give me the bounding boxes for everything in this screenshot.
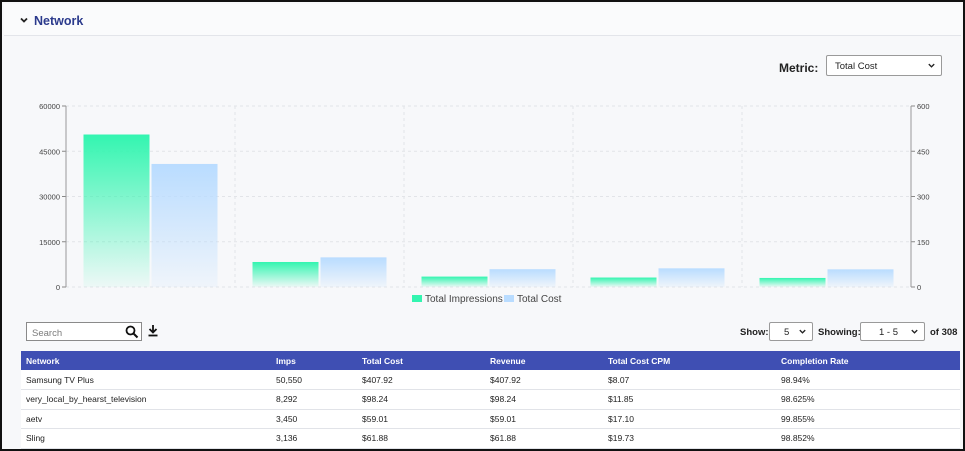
column-header-imps[interactable]: Imps xyxy=(276,355,296,366)
showing-label: Showing: xyxy=(818,327,861,338)
cell-total-cost: $61.88 xyxy=(357,428,485,449)
bar-total-impressions xyxy=(590,277,657,287)
page-size-value: 5 xyxy=(784,327,790,338)
cell-revenue: $59.01 xyxy=(485,409,603,429)
cell-network: very_local_by_hearst_television xyxy=(21,389,271,410)
column-header-total-cost[interactable]: Total Cost xyxy=(362,355,403,366)
cell-imps: 50,550 xyxy=(271,370,357,390)
metric-select[interactable]: Total Cost xyxy=(826,55,942,76)
column-header-total-cost-cpm[interactable]: Total Cost CPM xyxy=(608,355,671,366)
bar-total-cost xyxy=(658,268,725,287)
cell-total-cost-cpm: $19.73 xyxy=(603,428,776,449)
cell-completion-rate: 99.855% xyxy=(776,409,960,429)
section-header[interactable]: Network xyxy=(4,4,961,36)
chevron-down-icon xyxy=(799,329,806,334)
bar-total-impressions xyxy=(759,277,826,287)
column-header-revenue[interactable]: Revenue xyxy=(490,355,526,366)
table-header-row: Network Imps Total Cost Revenue Total Co… xyxy=(21,351,960,370)
cell-total-cost-cpm: $8.07 xyxy=(603,370,776,390)
bar-total-cost xyxy=(151,163,218,287)
bar-total-impressions xyxy=(421,276,488,287)
show-label: Show: xyxy=(740,327,769,338)
y-right-tick-label: 150 xyxy=(917,238,930,247)
column-header-network[interactable]: Network xyxy=(26,355,60,366)
cell-completion-rate: 98.625% xyxy=(776,389,960,410)
cell-revenue: $98.24 xyxy=(485,389,603,410)
legend-swatch-cost xyxy=(504,295,514,302)
y-right-tick-label: 450 xyxy=(917,147,930,156)
table-row[interactable]: aetv 3,450 $59.01 $59.01 $17.10 99.855% xyxy=(21,409,960,429)
cell-imps: 3,450 xyxy=(271,409,357,429)
table-row[interactable]: very_local_by_hearst_television 8,292 $9… xyxy=(21,389,960,410)
cell-imps: 8,292 xyxy=(271,389,357,410)
y-left-tick-label: 45000 xyxy=(39,147,60,156)
table-row[interactable]: Sling 3,136 $61.88 $61.88 $19.73 98.852% xyxy=(21,428,960,449)
network-table: Network Imps Total Cost Revenue Total Co… xyxy=(21,351,960,449)
cell-network: Samsung TV Plus xyxy=(21,370,271,390)
cell-total-cost-cpm: $17.10 xyxy=(603,409,776,429)
network-bar-chart: 0 0 15000 150 30000 300 45000 450 60000 600 Total … xyxy=(39,102,930,305)
cell-imps: 3,136 xyxy=(271,428,357,449)
cell-total-cost-cpm: $11.85 xyxy=(603,389,776,410)
total-count: of 308 xyxy=(930,327,958,338)
page-range-select[interactable]: 1 - 5 xyxy=(860,322,925,341)
page-size-select[interactable]: 5 xyxy=(769,322,813,341)
cell-total-cost: $407.92 xyxy=(357,370,485,390)
bar-total-impressions xyxy=(83,134,150,287)
y-left-tick-label: 60000 xyxy=(39,102,60,111)
chevron-down-icon xyxy=(928,63,935,68)
search-field[interactable] xyxy=(26,322,142,342)
cell-completion-rate: 98.852% xyxy=(776,428,960,449)
y-right-tick-label: 600 xyxy=(917,102,930,111)
bar-total-impressions xyxy=(252,261,319,287)
column-header-completion-rate[interactable]: Completion Rate xyxy=(781,355,849,366)
legend-label-cost: Total Cost xyxy=(517,294,562,305)
chevron-down-icon xyxy=(911,329,918,334)
legend-swatch-impressions xyxy=(412,295,422,302)
y-left-tick-label: 15000 xyxy=(39,238,60,247)
section-title: Network xyxy=(34,14,84,28)
bar-total-cost xyxy=(489,269,556,287)
cell-revenue: $407.92 xyxy=(485,370,603,390)
y-right-tick-label: 300 xyxy=(917,193,930,202)
metric-select-value: Total Cost xyxy=(835,61,878,72)
cell-total-cost: $59.01 xyxy=(357,409,485,429)
chevron-down-icon[interactable] xyxy=(18,14,30,26)
page-range-value: 1 - 5 xyxy=(879,327,899,338)
cell-completion-rate: 98.94% xyxy=(776,370,960,390)
search-icon[interactable] xyxy=(125,325,139,339)
y-left-tick-label: 0 xyxy=(56,283,60,292)
cell-network: aetv xyxy=(21,409,271,429)
table-row[interactable]: Samsung TV Plus 50,550 $407.92 $407.92 $… xyxy=(21,370,960,390)
y-right-tick-label: 0 xyxy=(917,283,921,292)
download-icon[interactable] xyxy=(147,324,159,337)
y-left-tick-label: 30000 xyxy=(39,193,60,202)
metric-label: Metric: xyxy=(779,61,819,75)
search-input[interactable] xyxy=(27,325,123,342)
cell-revenue: $61.88 xyxy=(485,428,603,449)
cell-network: Sling xyxy=(21,428,271,449)
cell-total-cost: $98.24 xyxy=(357,389,485,410)
bar-total-cost xyxy=(320,257,387,287)
bar-total-cost xyxy=(827,269,894,287)
legend-label-impressions: Total Impressions xyxy=(425,294,503,305)
